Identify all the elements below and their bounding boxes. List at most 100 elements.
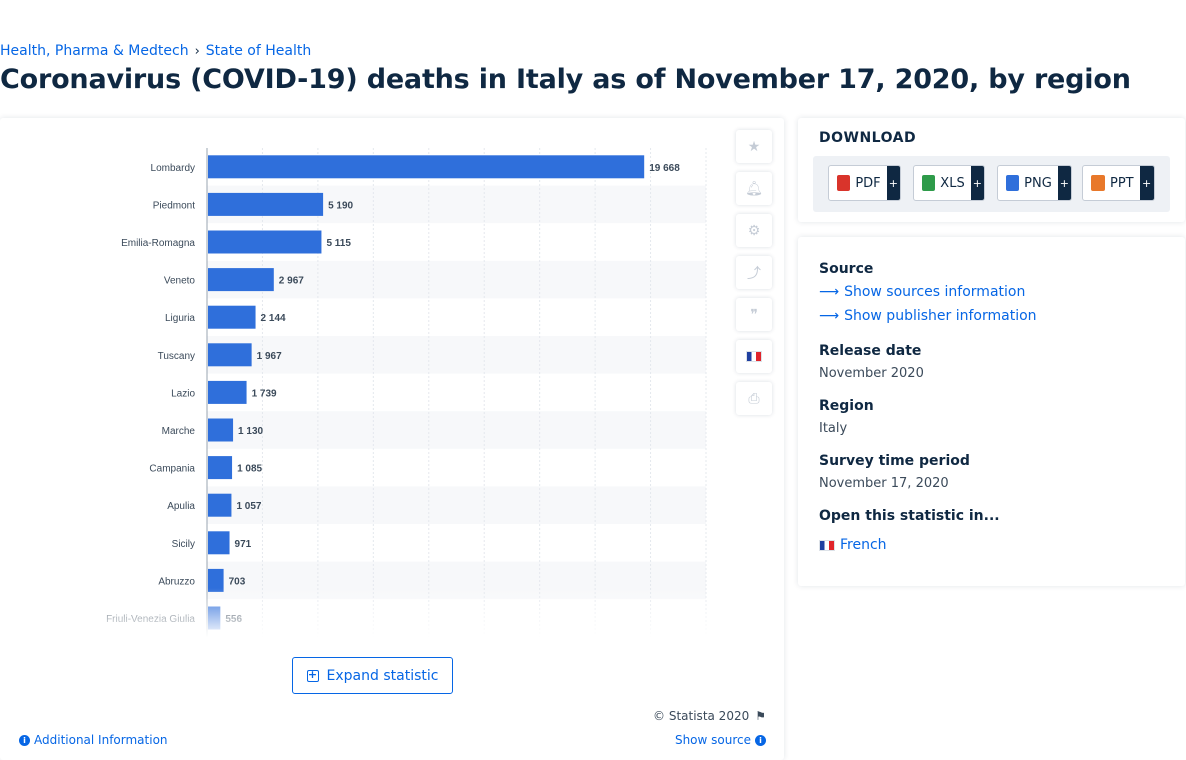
bar-lazio [208,380,247,404]
row-band [207,336,706,374]
bar-marche [208,418,234,442]
chart-toolbar: ★ 🔔︎ ⚙ ⤴ ❞ ⎙ [736,130,772,424]
copyright: © Statista 2020 ⚑ [653,709,766,723]
download-buttons: PDF + XLS + PNG + PPT + [813,156,1170,212]
value-label: 1 130 [238,426,263,437]
value-label: 971 [235,539,252,550]
category-label: Sicily [172,539,195,550]
ppt-file-icon [1091,175,1105,191]
bar-veneto [208,268,274,292]
row-band [207,486,706,524]
french-flag-icon [819,539,835,551]
category-label: Tuscany [158,351,195,362]
expand-statistic-label: Expand statistic [326,667,439,684]
bar-emilia-romagna [208,230,322,254]
arrow-right-icon: ⟶ [819,308,840,324]
download-pdf-label: PDF [855,175,881,191]
additional-information-label: Additional Information [34,733,168,747]
download-pdf-button[interactable]: PDF + [828,165,901,201]
category-label: Campania [149,464,195,475]
value-label: 703 [229,576,246,587]
open-in-french-link[interactable]: French [819,537,887,553]
png-file-icon [1006,175,1020,191]
page-title: Coronavirus (COVID-19) deaths in Italy a… [0,64,1131,95]
value-label: 1 967 [257,351,282,362]
value-label: 5 190 [328,200,353,211]
bar-liguria [208,305,256,329]
breadcrumb-topic-link[interactable]: State of Health [205,43,312,59]
value-label: 1 739 [252,388,277,399]
category-label: Liguria [165,313,195,324]
show-publisher-label: Show publisher information [844,308,1037,324]
info-icon: i [755,734,766,746]
star-icon[interactable]: ★ [736,130,772,163]
region-heading: Region [819,398,874,414]
copyright-text: © Statista 2020 [653,709,750,723]
gear-icon[interactable]: ⚙ [736,214,772,247]
arrow-right-icon: ⟶ [819,284,840,300]
survey-period-value: November 17, 2020 [819,476,949,491]
breadcrumb-category-link[interactable]: Health, Pharma & Medtech [0,43,189,59]
survey-period-heading: Survey time period [819,453,970,469]
download-xls-label: XLS [940,175,965,191]
download-png-button[interactable]: PNG + [997,165,1072,201]
value-label: 2 144 [261,313,286,324]
show-publisher-link[interactable]: ⟶ Show publisher information [819,308,1037,324]
expand-statistic-button[interactable]: + Expand statistic [292,657,453,694]
plus-icon: + [886,166,900,200]
row-band [207,260,706,299]
plus-icon: + [1057,166,1071,200]
bar-apulia [208,493,232,517]
bar-tuscany [208,343,252,367]
value-label: 5 115 [326,238,351,249]
download-panel: DOWNLOAD PDF + XLS + PNG + PPT + [798,118,1185,222]
share-icon[interactable]: ⤴ [736,256,772,289]
value-label: 2 967 [279,276,304,287]
download-ppt-button[interactable]: PPT + [1082,165,1155,201]
xls-file-icon [922,175,936,191]
row-band [207,411,706,449]
region-value: Italy [819,421,848,436]
download-ppt-label: PPT [1110,175,1134,191]
show-sources-label: Show sources information [844,284,1026,300]
bar-sicily [208,531,230,555]
show-source-link[interactable]: Show source i [675,733,766,747]
print-icon[interactable]: ⎙ [736,382,772,415]
category-label: Lazio [171,388,195,399]
show-source-label: Show source [674,733,751,747]
bar-piedmont [208,192,324,216]
chart-panel: Lombardy 19 668 Piedmont 5 190 Emilia-Romagn… [0,118,784,760]
breadcrumb-separator: › [194,43,200,59]
value-label: 19 668 [649,163,680,174]
value-label: 1 085 [237,464,262,475]
flag-icon[interactable]: ⚑ [755,709,766,723]
release-date-value: November 2020 [819,366,924,381]
show-sources-link[interactable]: ⟶ Show sources information [819,284,1025,300]
download-xls-button[interactable]: XLS + [913,165,985,201]
pdf-file-icon [837,175,851,191]
category-label: Abruzzo [158,576,195,587]
release-date-heading: Release date [819,343,922,359]
bar-lombardy [208,155,645,179]
category-label: Apulia [167,501,195,512]
french-flag-icon[interactable] [736,340,772,373]
category-label: Veneto [164,276,196,287]
bar-abruzzo [208,568,224,592]
plus-box-icon: + [306,667,319,682]
info-icon: i [19,734,30,746]
quote-icon[interactable]: ❞ [736,298,772,331]
download-title: DOWNLOAD [819,130,917,146]
category-label: Emilia-Romagna [121,238,195,249]
category-label: Lombardy [151,163,195,174]
french-label: French [840,537,887,553]
category-label: Marche [162,426,196,437]
plus-icon: + [970,166,984,200]
bar-chart: Lombardy 19 668 Piedmont 5 190 Emilia-Romagn… [106,148,707,637]
open-statistic-heading: Open this statistic in... [819,508,1000,524]
additional-information-link[interactable]: i Additional Information [19,733,168,747]
category-label: Piedmont [153,200,195,211]
source-heading: Source [819,261,874,277]
plus-icon: + [1139,166,1154,200]
chart-fade-overlay [0,588,720,638]
bell-icon[interactable]: 🔔︎ [736,172,772,205]
